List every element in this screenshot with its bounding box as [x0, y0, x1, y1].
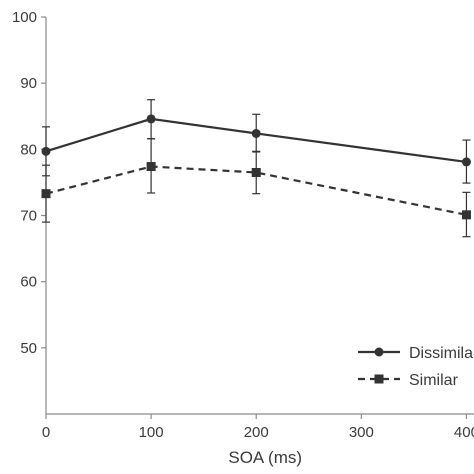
data-point: [251, 167, 261, 177]
data-point: [251, 128, 261, 138]
x-axis-title: SOA (ms): [228, 448, 302, 467]
y-tick-label: 80: [20, 141, 37, 158]
legend-item-dissimilar: Dissimilar: [358, 345, 474, 362]
y-tick-label: 70: [20, 208, 37, 225]
legend-label: Dissimilar: [409, 345, 474, 362]
legend-label: Similar: [409, 372, 459, 389]
data-point: [41, 189, 51, 199]
x-tick-label: 300: [349, 424, 374, 441]
y-tick-label: 50: [20, 340, 37, 357]
legend: Dissimilar Similar: [358, 345, 474, 389]
data-point: [146, 114, 156, 124]
series-line: [45, 117, 467, 163]
x-axis: 0 100 200 300 400: [42, 413, 474, 441]
y-tick-label: 90: [20, 75, 37, 92]
data-point: [41, 146, 51, 156]
legend-marker: [374, 374, 384, 384]
x-tick-label: 200: [244, 424, 269, 441]
series-line: [45, 165, 467, 216]
data-point: [461, 157, 471, 167]
x-tick-label: 100: [139, 424, 164, 441]
data-point: [461, 210, 471, 220]
y-axis: 50 60 70 80 90 100: [12, 9, 47, 414]
y-tick-label: 100: [12, 9, 37, 26]
series-similar: [41, 138, 471, 238]
legend-item-similar: Similar: [358, 372, 459, 389]
y-tick-label: 60: [20, 274, 37, 291]
series-layer: [41, 99, 471, 238]
x-tick-label: 400: [454, 424, 474, 441]
legend-marker: [374, 347, 384, 357]
data-point: [146, 162, 156, 172]
x-tick-label: 0: [42, 424, 50, 441]
